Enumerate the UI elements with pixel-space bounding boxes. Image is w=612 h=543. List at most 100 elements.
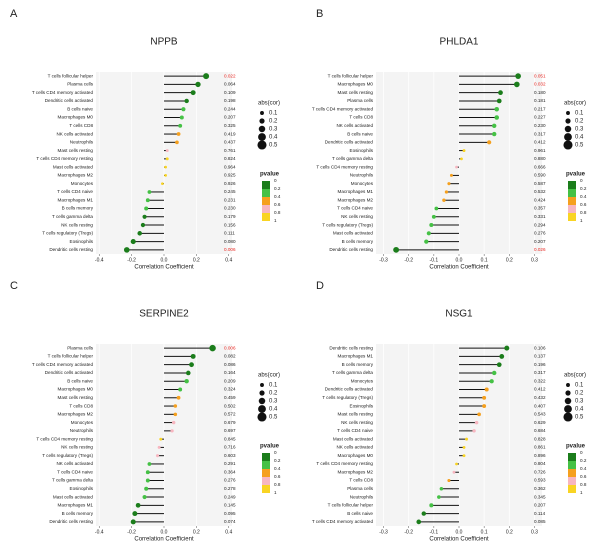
category-label: Macrophages M2 — [338, 469, 374, 474]
x-tick-label: 0.4 — [225, 257, 232, 263]
lollipop-dot — [145, 470, 150, 475]
color-legend-title: pvalue — [260, 172, 280, 178]
pvalue-label: 0.412 — [534, 387, 546, 392]
size-legend-dot — [258, 133, 266, 141]
color-legend-box — [262, 205, 270, 213]
lollipop-dot — [170, 429, 174, 433]
pvalue-label: 0.196 — [534, 362, 546, 367]
category-label: Dendritic cells activated — [325, 140, 374, 145]
lollipop-dot — [484, 387, 489, 392]
pvalue-label: 0.861 — [534, 445, 546, 450]
color-legend-box — [568, 189, 576, 197]
color-legend-label: 0.6 — [580, 474, 587, 479]
size-legend-dot — [564, 133, 572, 141]
x-tick-label: -0.2 — [127, 257, 136, 263]
size-legend-title: abs(cor) — [564, 101, 586, 107]
pvalue-label: 0.244 — [224, 106, 236, 111]
pvalue-label: 0.064 — [224, 82, 236, 87]
size-legend-dot — [565, 118, 571, 124]
lollipop-dot — [504, 345, 510, 351]
category-label: T cells CD8 — [69, 123, 93, 128]
lollipop-dot — [424, 239, 429, 244]
category-label: B cells naive — [347, 131, 373, 136]
lollipop-dot — [130, 519, 136, 525]
pvalue-label: 0.082 — [224, 354, 236, 359]
category-label: T cells CD8 — [69, 403, 93, 408]
size-legend-label: 0.3 — [575, 127, 584, 133]
category-label: Mast cells activated — [53, 494, 94, 499]
category-label: T cells CD4 naive — [57, 189, 93, 194]
size-legend-label: 0.5 — [575, 143, 584, 149]
category-label: NK cells activated — [56, 131, 93, 136]
lollipop-dot — [455, 462, 458, 466]
lollipop-dot — [173, 404, 178, 408]
color-legend-box — [262, 453, 270, 461]
pvalue-label: 0.074 — [224, 519, 236, 524]
category-label: Macrophages M1 — [338, 354, 374, 359]
pvalue-label: 0.106 — [534, 345, 546, 350]
color-legend-label: 0.8 — [274, 482, 281, 487]
lollipop-dot — [161, 182, 164, 186]
lollipop-dot — [142, 494, 147, 500]
category-label: Plasma cells — [347, 486, 373, 491]
lollipop-dot — [492, 123, 497, 128]
size-legend-label: 0.1 — [269, 383, 278, 389]
category-label: Neutrophils — [350, 173, 374, 178]
category-label: T cells CD4 memory resting — [36, 436, 93, 441]
size-legend-label: 0.5 — [269, 143, 278, 149]
size-legend-label: 0.1 — [575, 383, 584, 389]
category-label: T cells CD4 memory resting — [316, 164, 373, 169]
color-legend-box — [568, 213, 576, 221]
color-legend-label: 0.2 — [580, 186, 587, 191]
lollipop-dot — [462, 454, 466, 458]
chart-title: PHLDA1 — [440, 37, 479, 48]
size-legend-dot — [259, 118, 265, 124]
color-legend-label: 0 — [274, 178, 277, 183]
color-legend-label: 0.4 — [580, 194, 587, 199]
category-label: Mast cells resting — [58, 148, 94, 153]
size-legend-label: 0.4 — [575, 135, 584, 141]
pvalue-label: 0.080 — [224, 239, 236, 244]
size-legend-dot — [563, 140, 573, 150]
pvalue-label: 0.230 — [224, 206, 236, 211]
pvalue-label: 0.022 — [224, 73, 236, 78]
pvalue-label: 0.845 — [224, 436, 236, 441]
category-label: Mast cells activated — [53, 164, 94, 169]
color-legend-box — [568, 197, 576, 205]
pvalue-label: 0.324 — [224, 387, 236, 392]
x-tick-label: -0.3 — [379, 257, 388, 263]
pvalue-label: 0.716 — [224, 445, 236, 450]
category-label: B cells naive — [67, 106, 93, 111]
size-legend-label: 0.4 — [269, 135, 278, 141]
lollipop-dot — [172, 420, 176, 425]
size-legend-label: 0.3 — [269, 399, 278, 405]
category-label: T cells gamma delta — [52, 478, 93, 483]
lollipop-dot — [455, 165, 458, 169]
lollipop-dot — [452, 470, 456, 474]
size-legend-dot — [566, 111, 570, 115]
color-legend-box — [262, 477, 270, 485]
category-label: Mast cells activated — [333, 231, 374, 236]
lollipop-dot — [447, 182, 451, 186]
category-label: T cells gamma delta — [332, 156, 373, 161]
color-legend-title: pvalue — [566, 172, 586, 178]
category-label: T cells CD4 memory activated — [312, 106, 374, 111]
lollipop-dot — [492, 370, 497, 376]
category-label: Mast cells resting — [338, 412, 374, 417]
color-legend-label: 0 — [274, 450, 277, 455]
pvalue-label: 0.961 — [534, 148, 546, 153]
color-legend-box — [262, 461, 270, 469]
color-legend-label: 0.2 — [274, 186, 281, 191]
pvalue-label: 0.026 — [534, 247, 546, 252]
size-legend-dot — [565, 390, 571, 396]
chart-title: SERPINE2 — [139, 309, 189, 320]
pvalue-label: 0.362 — [534, 486, 546, 491]
color-legend-box — [262, 181, 270, 189]
category-label: Macrophages M2 — [338, 197, 374, 202]
lollipop-dot — [142, 214, 147, 219]
size-legend-dot — [258, 125, 266, 133]
pvalue-label: 0.345 — [534, 494, 546, 499]
size-legend-title: abs(cor) — [258, 101, 280, 107]
pvalue-label: 0.291 — [224, 461, 236, 466]
color-legend-box — [262, 213, 270, 221]
